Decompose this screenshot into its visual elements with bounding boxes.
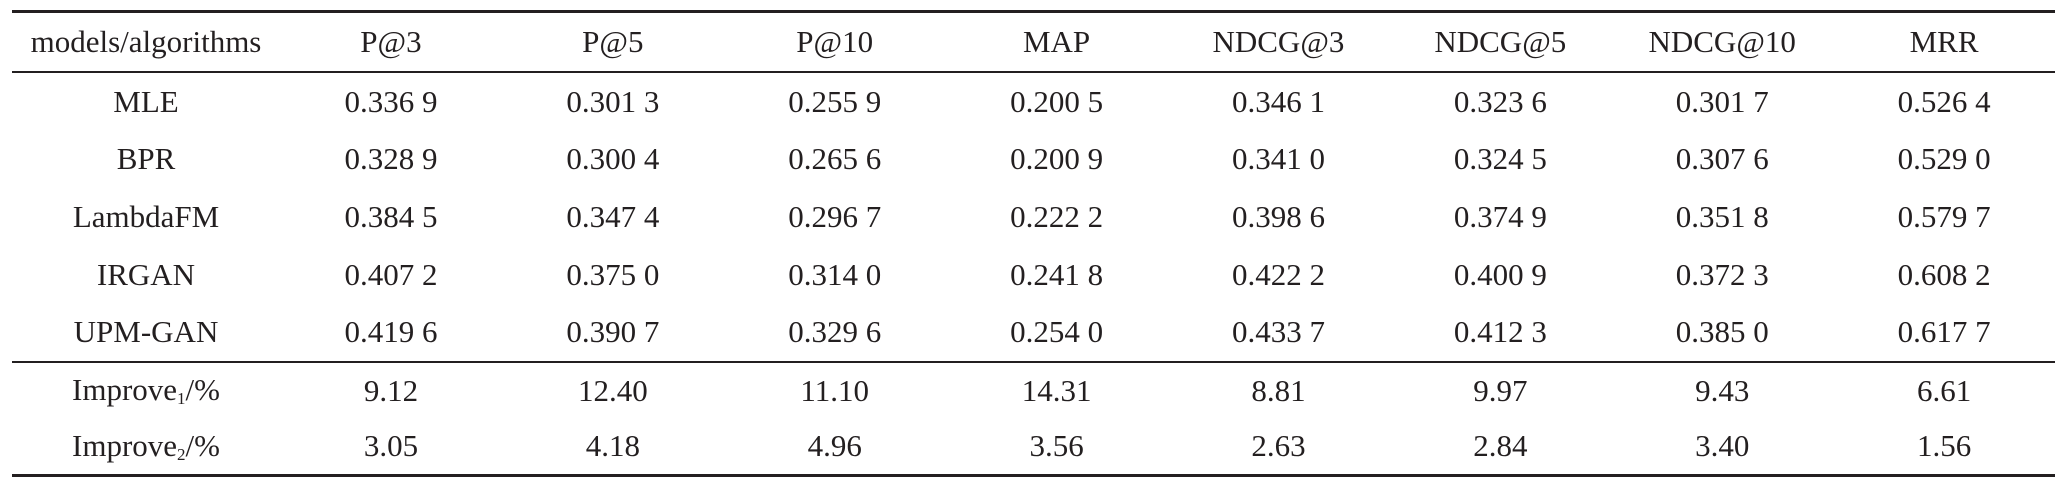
cell-p3: 0.328 9 — [344, 140, 438, 176]
cell-map: 0.200 9 — [1010, 140, 1104, 176]
header-cell-map: MAP — [945, 10, 1168, 73]
header-cell-p10: P@10 — [723, 10, 946, 73]
header-cell-ndcg10: NDCG@10 — [1611, 10, 1834, 73]
header-cell-p5: P@5 — [501, 10, 724, 73]
row-label: BPR — [116, 140, 176, 176]
cell-ndcg3: 0.398 6 — [1231, 198, 1325, 234]
cell-ndcg5: 9.97 — [1389, 360, 1612, 419]
cell-p3: 0.336 9 — [344, 84, 438, 119]
improve-unit: /% — [185, 427, 220, 463]
table-row-bpr: BPR 0.328 9 0.300 4 0.265 6 0.200 9 0.34… — [12, 130, 2055, 188]
cell-map: 0.241 8 — [1010, 256, 1104, 292]
improvement-rows: Improve1/% 9.12 12.40 11.10 14.31 8.81 9… — [12, 360, 2055, 477]
table-row-lambdafm: LambdaFM 0.384 5 0.347 4 0.296 7 0.222 2… — [12, 188, 2055, 246]
cell-ndcg5: 0.323 6 — [1453, 84, 1547, 119]
cell-p3: 0.384 5 — [344, 198, 438, 234]
cell-map: 3.56 — [945, 418, 1168, 477]
row-label: Improve2/% — [12, 418, 280, 477]
cell-p10: 11.10 — [723, 360, 946, 419]
model-rows: MLE 0.336 9 0.301 3 0.255 9 0.200 5 0.34… — [12, 72, 2055, 362]
cell-mrr: 1.56 — [1833, 418, 2055, 477]
improve-unit: /% — [185, 372, 220, 407]
header-cell-ndcg3: NDCG@3 — [1167, 10, 1390, 73]
table-row-improve-1: Improve1/% 9.12 12.40 11.10 14.31 8.81 9… — [12, 360, 2055, 419]
improve-base-label: Improve — [72, 372, 178, 407]
cell-mrr: 0.617 7 — [1897, 314, 1991, 349]
cell-ndcg3: 0.433 7 — [1231, 314, 1325, 349]
header-cell-ndcg5: NDCG@5 — [1389, 10, 1612, 73]
cell-mrr: 0.529 0 — [1897, 140, 1991, 176]
row-label: IRGAN — [96, 256, 196, 292]
cell-ndcg5: 0.400 9 — [1453, 256, 1547, 292]
cell-ndcg3: 2.63 — [1167, 418, 1390, 477]
cell-p10: 0.329 6 — [788, 314, 882, 349]
cell-ndcg5: 0.324 5 — [1453, 140, 1547, 176]
cell-map: 0.200 5 — [1010, 84, 1104, 119]
row-label: LambdaFM — [72, 198, 220, 234]
header-cell-mrr: MRR — [1833, 10, 2055, 73]
cell-ndcg10: 3.40 — [1611, 418, 1834, 477]
cell-ndcg10: 0.372 3 — [1675, 256, 1769, 292]
cell-ndcg5: 0.374 9 — [1453, 198, 1547, 234]
cell-mrr: 0.526 4 — [1897, 84, 1991, 119]
table-row-improve-2: Improve2/% 3.05 4.18 4.96 3.56 2.63 2.84… — [12, 418, 2055, 477]
cell-p10: 0.296 7 — [788, 198, 882, 234]
header-cell-p3: P@3 — [280, 10, 502, 73]
cell-p5: 4.18 — [501, 418, 724, 477]
improve-subscript: 2 — [177, 444, 186, 464]
cell-p10: 4.96 — [723, 418, 946, 477]
cell-ndcg3: 0.346 1 — [1231, 84, 1325, 119]
cell-ndcg10: 0.307 6 — [1675, 140, 1769, 176]
cell-ndcg3: 0.422 2 — [1231, 256, 1325, 292]
cell-p5: 0.390 7 — [566, 314, 660, 349]
cell-ndcg10: 0.351 8 — [1675, 198, 1769, 234]
header-row: models/algorithms P@3 P@5 P@10 MAP NDCG@… — [12, 10, 2055, 73]
row-label: Improve1/% — [12, 360, 280, 419]
row-label: UPM-GAN — [73, 314, 219, 349]
cell-ndcg10: 9.43 — [1611, 360, 1834, 419]
cell-ndcg5: 0.412 3 — [1453, 314, 1547, 349]
results-table-container: models/algorithms P@3 P@5 P@10 MAP NDCG@… — [12, 10, 2055, 477]
cell-map: 0.254 0 — [1010, 314, 1104, 349]
cell-p5: 0.375 0 — [566, 256, 660, 292]
improve-base-label: Improve — [72, 427, 178, 463]
cell-map: 0.222 2 — [1010, 198, 1104, 234]
cell-map: 14.31 — [945, 360, 1168, 419]
results-table: models/algorithms P@3 P@5 P@10 MAP NDCG@… — [12, 10, 2055, 477]
header-cell-models: models/algorithms — [12, 10, 280, 73]
cell-p5: 12.40 — [501, 360, 724, 419]
row-label: MLE — [113, 84, 179, 119]
cell-ndcg5: 2.84 — [1389, 418, 1612, 477]
cell-p10: 0.255 9 — [788, 84, 882, 119]
table-row-upm-gan: UPM-GAN 0.419 6 0.390 7 0.329 6 0.254 0 … — [12, 304, 2055, 362]
cell-p5: 0.347 4 — [566, 198, 660, 234]
cell-ndcg3: 0.341 0 — [1231, 140, 1325, 176]
improve-subscript: 1 — [177, 389, 186, 408]
cell-p3: 3.05 — [280, 418, 502, 477]
cell-ndcg3: 8.81 — [1167, 360, 1390, 419]
cell-ndcg10: 0.385 0 — [1675, 314, 1769, 349]
cell-p3: 9.12 — [280, 360, 502, 419]
cell-mrr: 0.608 2 — [1897, 256, 1991, 292]
table-row-mle: MLE 0.336 9 0.301 3 0.255 9 0.200 5 0.34… — [12, 72, 2055, 130]
cell-p10: 0.265 6 — [788, 140, 882, 176]
cell-mrr: 0.579 7 — [1897, 198, 1991, 234]
table-row-irgan: IRGAN 0.407 2 0.375 0 0.314 0 0.241 8 0.… — [12, 246, 2055, 304]
cell-ndcg10: 0.301 7 — [1675, 84, 1769, 119]
cell-p10: 0.314 0 — [788, 256, 882, 292]
cell-mrr: 6.61 — [1833, 360, 2055, 419]
cell-p5: 0.301 3 — [566, 84, 660, 119]
cell-p5: 0.300 4 — [566, 140, 660, 176]
cell-p3: 0.407 2 — [344, 256, 438, 292]
cell-p3: 0.419 6 — [344, 314, 438, 349]
